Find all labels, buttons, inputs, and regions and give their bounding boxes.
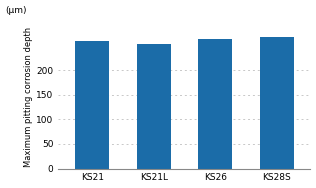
Bar xyxy=(198,39,232,169)
Bar xyxy=(75,41,109,169)
Text: (μm): (μm) xyxy=(6,6,27,14)
Bar xyxy=(137,44,171,169)
Y-axis label: Maximum pitting corrosion depth: Maximum pitting corrosion depth xyxy=(24,27,33,167)
Bar xyxy=(260,37,294,169)
